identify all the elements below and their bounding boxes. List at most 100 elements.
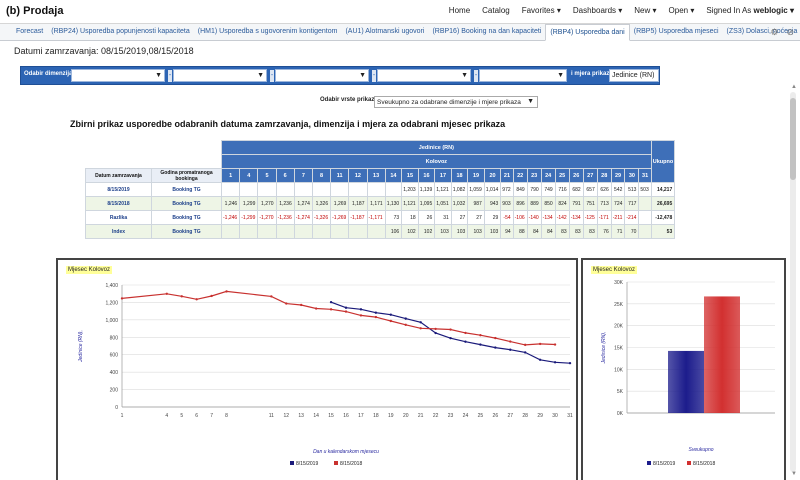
data-point[interactable] [404, 317, 407, 320]
data-point[interactable] [449, 336, 452, 340]
table-cell: 903 [500, 196, 514, 211]
tab-item[interactable]: (RBP5) Usporedba mjeseci [633, 28, 719, 35]
data-point[interactable] [509, 340, 512, 343]
scrollbar-thumb[interactable] [790, 98, 796, 180]
bar[interactable] [704, 296, 740, 413]
table-cell: 790 [526, 182, 542, 197]
data-point[interactable] [494, 336, 497, 340]
data-point[interactable] [449, 328, 452, 331]
tab-item[interactable]: (RBP24) Usporedba popunjenosti kapacitet… [51, 28, 190, 35]
data-point[interactable] [419, 321, 422, 324]
data-point[interactable] [479, 333, 482, 337]
tab-item[interactable]: (RBP4) Usporedba dani [545, 24, 630, 41]
data-point[interactable] [359, 308, 363, 311]
row-label[interactable]: Index [85, 224, 152, 239]
nav-catalog[interactable]: Catalog [482, 6, 510, 15]
data-point[interactable] [344, 310, 348, 313]
data-point[interactable] [494, 346, 497, 349]
row-sublabel[interactable]: Booking TG [151, 182, 222, 197]
table-cell: 29 [483, 210, 502, 225]
day-column-header: 12 [348, 168, 368, 183]
table-cell: -1,236 [275, 210, 295, 225]
legend-label: 8/15/2018 [693, 461, 715, 467]
measure-select[interactable]: Jedinice (RN) [609, 69, 659, 82]
data-point[interactable] [553, 343, 557, 346]
data-point[interactable] [404, 323, 407, 327]
data-point[interactable] [329, 300, 333, 304]
row-sublabel[interactable]: Booking TG [151, 224, 222, 239]
nav-dashboards[interactable]: Dashboards [573, 6, 622, 15]
data-point[interactable] [329, 308, 333, 311]
data-point[interactable] [464, 340, 467, 343]
dimension-select-3[interactable]: ▼ [275, 69, 369, 82]
row-sublabel[interactable]: Booking TG [151, 196, 222, 211]
dimension-select-4[interactable]: ▼ [377, 69, 471, 82]
month-header: Kolovoz [221, 154, 652, 169]
row-label[interactable]: Razlika [85, 210, 152, 225]
data-point[interactable] [180, 295, 183, 298]
data-point[interactable] [464, 331, 467, 335]
dimension-select-1[interactable]: ▼ [71, 69, 165, 82]
legend-label: 8/15/2019 [296, 461, 318, 467]
x-tick-label: 30 [552, 413, 558, 419]
data-point[interactable] [374, 315, 378, 319]
data-point[interactable] [568, 361, 572, 365]
data-point[interactable] [285, 302, 288, 305]
scroll-down-icon[interactable]: ▼ [791, 471, 797, 477]
bar[interactable] [668, 350, 704, 413]
data-point[interactable] [389, 319, 392, 323]
nav-open[interactable]: Open [669, 6, 695, 15]
data-point[interactable] [314, 307, 318, 310]
scroll-up-icon[interactable]: ▲ [791, 84, 797, 90]
signed-in-menu[interactable]: Signed In As weblogic [706, 6, 794, 15]
measure-label: i mjera prikaza [571, 71, 613, 77]
data-point[interactable] [434, 327, 437, 331]
data-point[interactable] [389, 313, 392, 316]
dimension-select-2[interactable]: ▼ [173, 69, 267, 82]
tab-item[interactable]: Forecast [16, 28, 44, 35]
table-header-row: Datum zamrzavanja Godina promatranoga boo… [85, 168, 675, 183]
view-type-select[interactable]: Sveukupno za odabrane dimenzije i mjere … [374, 96, 538, 108]
data-point[interactable] [524, 343, 527, 347]
chevron-down-icon: ▼ [359, 72, 366, 79]
tab-item[interactable]: (HM1) Usporedba s ugovorenim kontigentom [197, 28, 338, 35]
data-point[interactable] [120, 297, 124, 300]
dimension-select-5[interactable]: ▼ [479, 69, 567, 82]
data-point[interactable] [538, 342, 542, 346]
data-point[interactable] [419, 327, 422, 330]
row-label[interactable]: 8/15/2018 [85, 196, 152, 211]
gear-icon[interactable]: ⚙ [770, 27, 779, 37]
chevron-down-icon: ▼ [155, 72, 162, 79]
tab-item[interactable]: (ZS3) Dolasci, noćenja [726, 28, 798, 35]
data-point[interactable] [225, 290, 228, 293]
data-point[interactable] [270, 295, 273, 298]
tab-item[interactable]: (RBP16) Booking na dan kapaciteti [432, 28, 542, 35]
data-point[interactable] [524, 351, 527, 354]
data-point[interactable] [479, 343, 482, 346]
data-point[interactable] [359, 314, 363, 317]
nav-favorites[interactable]: Favorites [522, 6, 561, 15]
page-scrollbar[interactable] [790, 92, 796, 472]
data-point[interactable] [210, 294, 213, 298]
day-column-header: 17 [434, 168, 452, 183]
data-point[interactable] [165, 292, 168, 296]
data-point[interactable] [344, 306, 348, 309]
table-cell: 18 [401, 210, 419, 225]
data-point[interactable] [538, 358, 542, 361]
data-point[interactable] [509, 348, 512, 351]
data-point[interactable] [195, 298, 198, 301]
tab-item[interactable]: (AU1) Alotmanski ugovori [345, 28, 425, 35]
row-label[interactable]: 8/15/2019 [85, 182, 152, 197]
data-point[interactable] [374, 311, 378, 314]
table-cell: -125 [582, 210, 598, 225]
data-point[interactable] [434, 331, 437, 335]
data-point[interactable] [300, 303, 303, 307]
settings-menu-icon[interactable]: ⊘ [786, 27, 794, 37]
table-cell: 896 [512, 196, 528, 211]
nav-new[interactable]: New [634, 6, 656, 15]
day-column-header: 23 [526, 168, 542, 183]
data-point[interactable] [553, 361, 557, 364]
row-total: 26,695 [650, 196, 676, 211]
nav-home[interactable]: Home [448, 6, 471, 15]
row-sublabel[interactable]: Booking TG [151, 210, 222, 225]
